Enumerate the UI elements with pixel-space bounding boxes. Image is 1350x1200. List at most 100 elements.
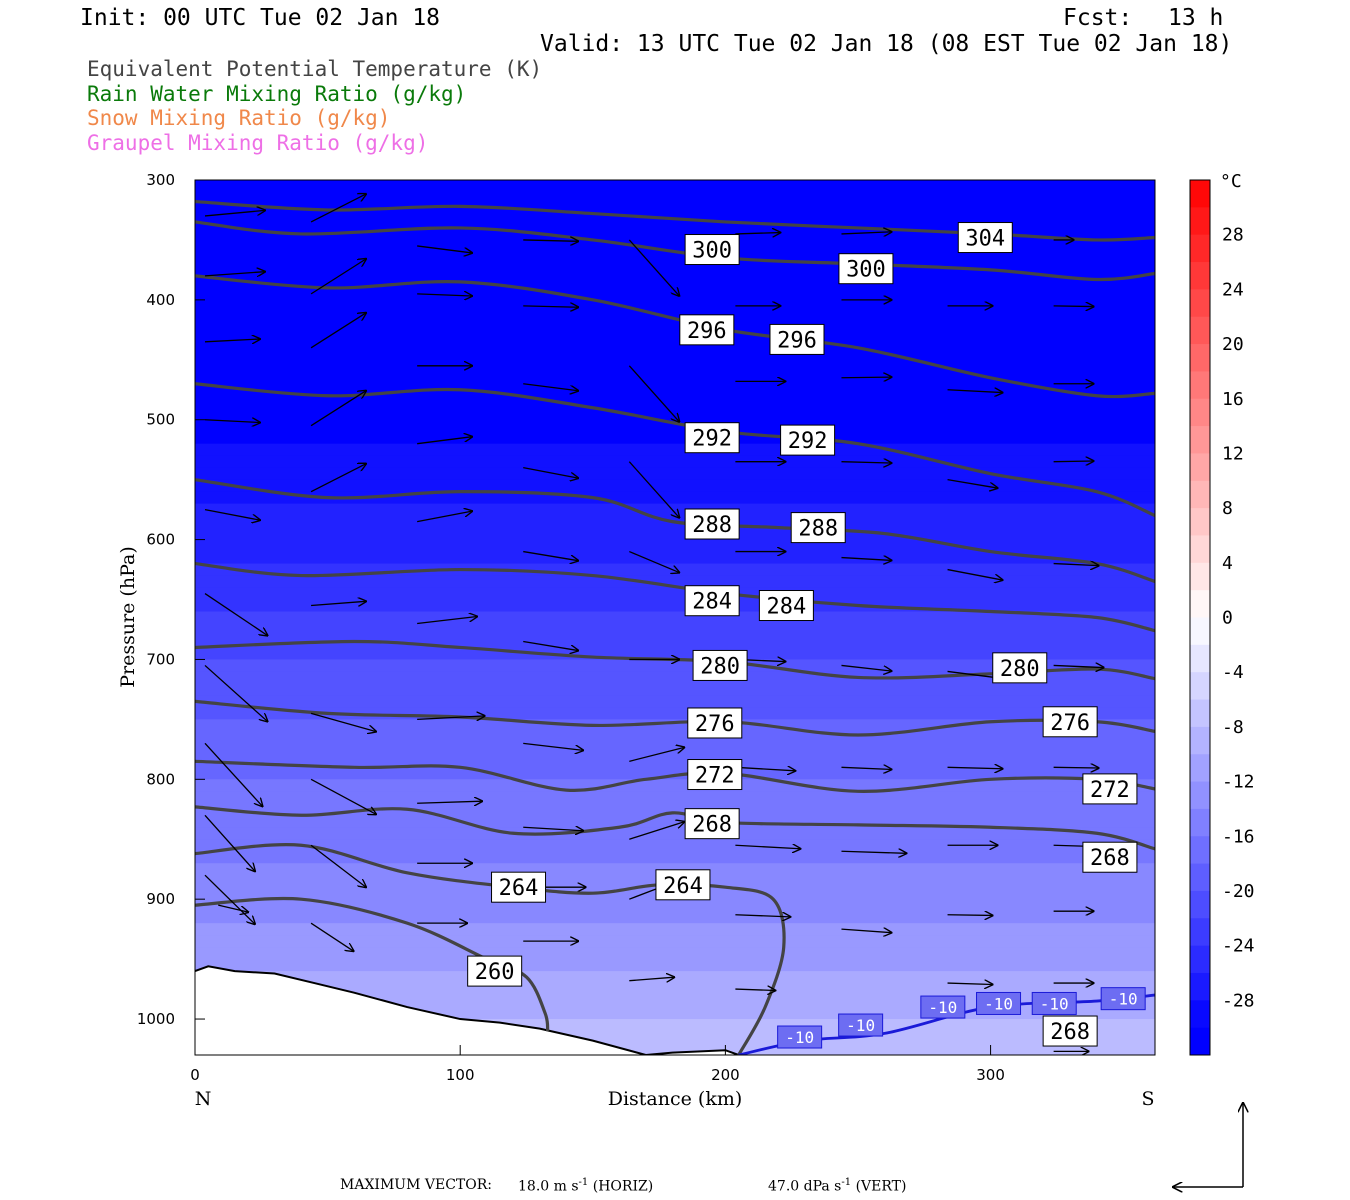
wind-vector bbox=[523, 640, 578, 650]
reference-vector-key bbox=[1173, 1103, 1243, 1187]
colorbar-bin bbox=[1190, 699, 1210, 728]
wind-vector bbox=[628, 461, 679, 518]
wind-vector bbox=[841, 851, 906, 853]
isotherm-label: -10 bbox=[1109, 990, 1138, 1009]
x-tick-label: 0 bbox=[190, 1066, 200, 1084]
contour-label: 272 bbox=[695, 764, 735, 789]
temperature-band bbox=[195, 191, 1155, 205]
temperature-band bbox=[195, 803, 1155, 816]
colorbar-tick-label: 20 bbox=[1222, 334, 1244, 355]
temperature-band bbox=[195, 551, 1155, 565]
contour-label-box bbox=[687, 759, 743, 791]
contour-label: 284 bbox=[767, 595, 807, 620]
y-tick-label: 500 bbox=[146, 411, 175, 429]
colorbar-bin bbox=[1190, 617, 1210, 646]
terrain-surface bbox=[195, 965, 739, 1055]
wind-vector bbox=[204, 742, 263, 806]
temperature-band bbox=[195, 959, 1155, 972]
wind-vector bbox=[629, 977, 674, 981]
colorbar-tick-label: 8 bbox=[1222, 498, 1233, 519]
temperature-band bbox=[195, 911, 1155, 924]
wind-vector bbox=[523, 383, 578, 391]
temperature-band bbox=[195, 719, 1155, 732]
contour-label-box bbox=[684, 508, 740, 540]
x-tick-label: 100 bbox=[446, 1066, 475, 1084]
wind-vector bbox=[417, 245, 472, 253]
wind-vector bbox=[841, 767, 891, 769]
contour-label: 300 bbox=[692, 239, 732, 264]
isotherm-label: -10 bbox=[785, 1028, 814, 1047]
wind-vector bbox=[841, 558, 891, 561]
y-tick-label: 600 bbox=[146, 531, 175, 549]
contour-label-box bbox=[838, 253, 894, 285]
y-tick-label: 900 bbox=[146, 890, 175, 908]
contour-label-box bbox=[790, 512, 846, 544]
contour-label-box bbox=[684, 422, 740, 454]
wind-vector bbox=[310, 464, 366, 493]
contour-label-box bbox=[1042, 706, 1098, 738]
temperature-band bbox=[195, 935, 1155, 948]
wind-vector bbox=[417, 511, 472, 523]
wind-vector bbox=[735, 767, 795, 771]
wind-vector bbox=[947, 479, 998, 488]
contour-label: 268 bbox=[1050, 1020, 1090, 1045]
temperature-band bbox=[195, 395, 1155, 409]
y-tick-label: 1000 bbox=[137, 1010, 175, 1028]
contour-label-box bbox=[467, 955, 523, 987]
temperature-band bbox=[195, 983, 1155, 996]
valid-time: Valid: 13 UTC Tue 02 Jan 18 (08 EST Tue … bbox=[540, 31, 1233, 57]
contour-label-box bbox=[684, 234, 740, 266]
contour-label: 276 bbox=[1050, 711, 1090, 736]
temperature-band bbox=[195, 659, 1155, 673]
colorbar-bin bbox=[1190, 535, 1210, 564]
wind-vector bbox=[735, 989, 775, 990]
isotherm-label-box bbox=[920, 995, 966, 1019]
wind-vector bbox=[947, 915, 993, 916]
colorbar-bin bbox=[1190, 1027, 1210, 1056]
temperature-band bbox=[195, 527, 1155, 541]
wind-vector bbox=[1053, 665, 1104, 667]
temperature-band bbox=[195, 239, 1155, 253]
temperature-band bbox=[195, 335, 1155, 349]
contour-label: 296 bbox=[687, 319, 727, 344]
wind-vector bbox=[204, 210, 265, 217]
wind-vector bbox=[204, 592, 268, 636]
contour-label: 300 bbox=[846, 258, 886, 283]
colorbar-tick-label: -28 bbox=[1222, 990, 1255, 1011]
isotherm-label-box bbox=[838, 1013, 884, 1037]
temperature-band bbox=[195, 1043, 1155, 1055]
wind-vector bbox=[310, 922, 354, 951]
temperature-band bbox=[195, 371, 1155, 385]
contour-label: 304 bbox=[965, 227, 1005, 252]
wind-vector bbox=[1053, 461, 1094, 462]
wind-vector bbox=[841, 664, 891, 671]
wind-vector bbox=[204, 814, 255, 871]
contour-label: 292 bbox=[788, 429, 828, 454]
colorbar-bin bbox=[1190, 754, 1210, 783]
wind-vector bbox=[310, 391, 366, 427]
temperature-band bbox=[195, 779, 1155, 792]
colorbar-bin bbox=[1190, 180, 1210, 208]
wind-vector bbox=[947, 568, 1003, 581]
contour-label: 264 bbox=[663, 874, 703, 899]
contour-label: 268 bbox=[1090, 846, 1130, 871]
temperature-band bbox=[195, 839, 1155, 852]
wind-vector bbox=[310, 778, 376, 814]
temperature-band bbox=[195, 443, 1155, 457]
vert-value: 47.0 bbox=[768, 1178, 800, 1195]
contour-label: 268 bbox=[692, 813, 732, 838]
horiz-value: 18.0 bbox=[518, 1178, 550, 1195]
colorbar-bin bbox=[1190, 836, 1210, 865]
temperature-band bbox=[195, 503, 1155, 517]
vert-unit: dPa s bbox=[803, 1178, 842, 1195]
isotherm-label-box bbox=[777, 1025, 823, 1049]
theta-e-contour-268 bbox=[195, 805, 1155, 851]
colorbar-bin bbox=[1190, 398, 1210, 427]
isotherm-label-box bbox=[976, 991, 1022, 1015]
contour-label: 296 bbox=[777, 328, 817, 353]
wind-vector bbox=[417, 801, 482, 803]
colorbar-tick-label: 4 bbox=[1222, 553, 1233, 574]
temperature-band bbox=[195, 827, 1155, 840]
colorbar-bin bbox=[1190, 590, 1210, 618]
